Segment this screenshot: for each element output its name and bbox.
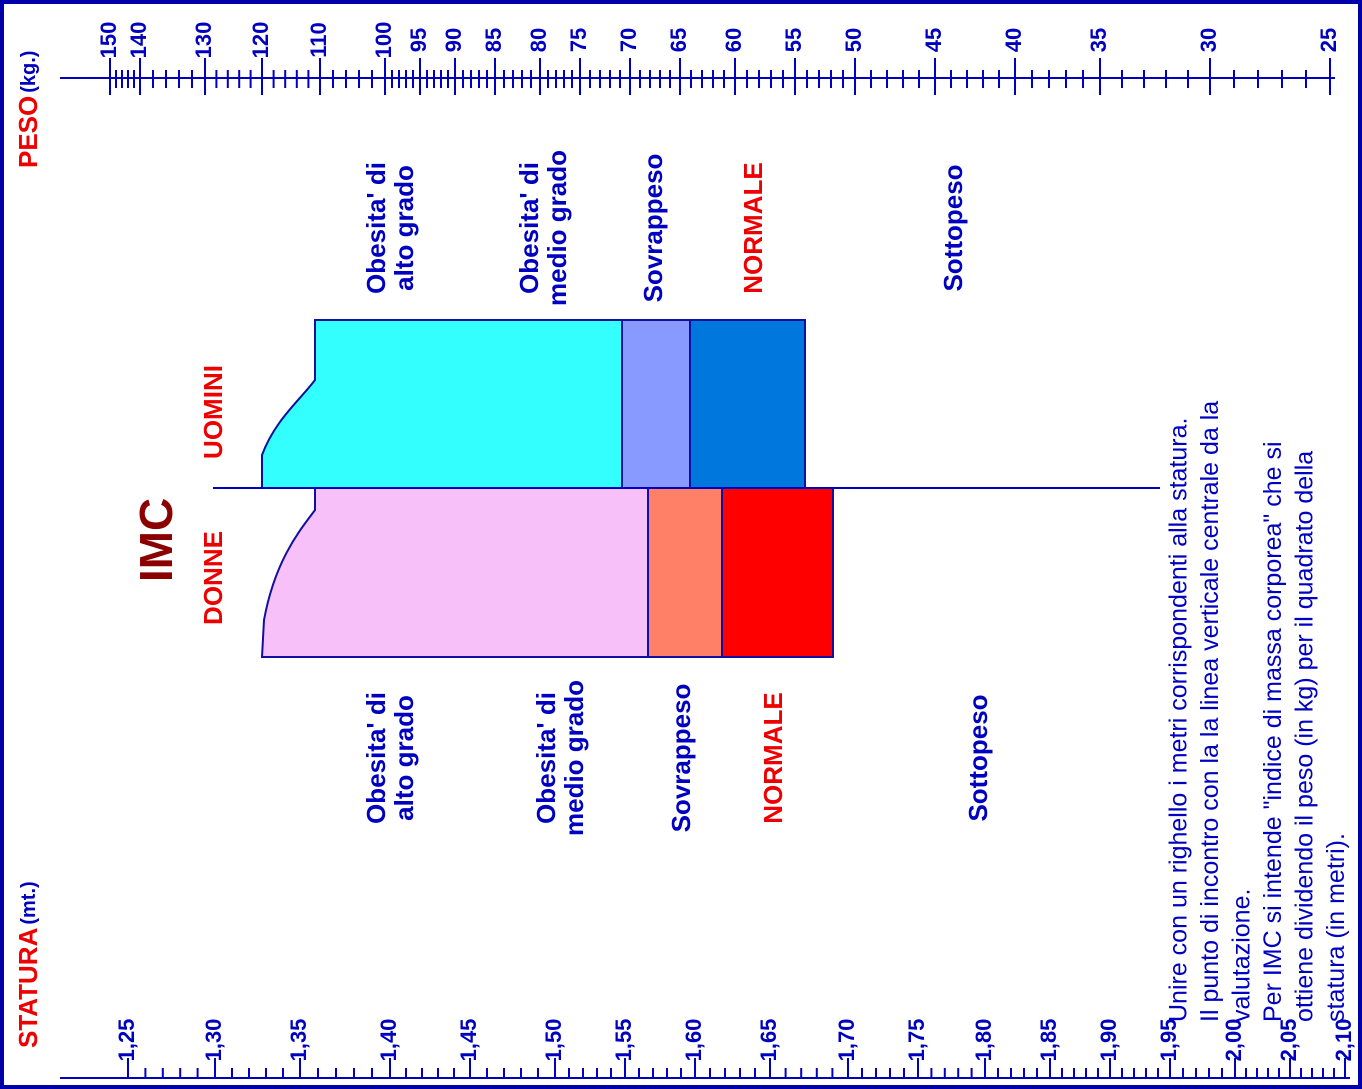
zone-label: Obesita' di (361, 692, 391, 824)
weight-tick-label: 30 (1196, 28, 1221, 52)
instruction-line: statura (in metri). (1322, 833, 1350, 1022)
zone-label: alto grado (389, 695, 419, 821)
instruction-line: valutazione. (1228, 889, 1256, 1022)
height-tick-label: 1,45 (456, 1019, 481, 1062)
height-tick-label: 1,75 (904, 1019, 929, 1062)
weight-tick-label: 150 (96, 22, 121, 59)
height-title: STATURA (mt.) (13, 881, 43, 1048)
weight-tick-label: 110 (306, 22, 331, 58)
weight-tick-label: 95 (406, 28, 431, 52)
weight-tick-label: 45 (921, 28, 946, 52)
height-tick-label: 1,30 (201, 1019, 226, 1062)
height-tick-label: 1,50 (541, 1019, 566, 1062)
height-tick-label: 1,85 (1036, 1019, 1061, 1062)
instruction-line: ottiene dividendo il peso (in kg) per il… (1291, 451, 1319, 1022)
zone-label: medio grado (542, 150, 572, 306)
zone-label: Obesita' di (531, 692, 561, 824)
weight-tick-label: 25 (1316, 28, 1341, 52)
zone-label: NORMALE (738, 162, 768, 293)
weight-tick-label: 90 (441, 28, 466, 52)
weight-tick-label: 80 (526, 28, 551, 52)
instruction-line: Unire con un righello i metri corrispond… (1165, 418, 1193, 1022)
weight-title-unit: (kg.) (18, 51, 40, 93)
weight-tick-label: 85 (481, 28, 506, 52)
zone-label: Obesita' di (361, 162, 391, 294)
height-tick-label: 2,10 (1331, 1019, 1356, 1062)
weight-tick-label: 75 (566, 28, 591, 52)
zone-label: Obesita' di (514, 162, 544, 294)
weight-tick-label: 100 (371, 22, 396, 59)
height-tick-label: 1,40 (376, 1019, 401, 1062)
weight-tick-label: 130 (191, 22, 216, 59)
weight-tick-label: 60 (721, 28, 746, 52)
men-label: UOMINI (198, 365, 228, 459)
zone-label: medio grado (559, 680, 589, 836)
zone-label: alto grado (389, 165, 419, 291)
height-tick-label: 1,25 (114, 1019, 139, 1062)
height-tick-label: 1,95 (1156, 1019, 1181, 1062)
height-tick-label: 1,80 (971, 1019, 996, 1062)
women-overweight (647, 487, 723, 658)
height-tick-label: 1,35 (286, 1019, 311, 1062)
weight-tick-label: 65 (666, 28, 691, 52)
weight-tick-label: 50 (841, 28, 866, 52)
men-normal (689, 319, 806, 489)
weight-tick-label: 55 (781, 28, 806, 52)
height-tick-label: 1,70 (834, 1019, 859, 1062)
women-label: DONNE (198, 531, 228, 625)
height-tick-label: 1,65 (756, 1019, 781, 1062)
weight-title: PESO (kg.) (13, 51, 43, 168)
zone-label: Sottopeso (938, 164, 968, 291)
women-normal (721, 487, 834, 658)
men-overweight (621, 319, 691, 489)
women-high-obesity (260, 487, 649, 658)
height-title-main: STATURA (13, 927, 43, 1048)
instruction-line: Per IMC si intende "indice di massa corp… (1259, 441, 1287, 1022)
height-tick-label: 2,05 (1276, 1019, 1301, 1062)
zone-label: Sottopeso (963, 694, 993, 821)
height-tick-label: 1,55 (611, 1019, 636, 1062)
weight-tick-label: 40 (1001, 28, 1026, 52)
weight-tick-label: 35 (1086, 28, 1111, 52)
men-high-obesity (261, 319, 623, 489)
weight-tick-label: 120 (248, 22, 273, 59)
height-tick-label: 1,60 (681, 1019, 706, 1062)
zone-label: Sovrappeso (638, 154, 668, 303)
height-tick-label: 2,00 (1221, 1019, 1246, 1062)
weight-title-main: PESO (13, 96, 43, 168)
instruction-line: Il punto di incontro con la la linea ver… (1196, 401, 1224, 1022)
height-tick-label: 1,90 (1096, 1019, 1121, 1062)
weight-tick-label: 140 (126, 22, 151, 59)
zone-label: NORMALE (758, 692, 788, 823)
height-title-unit: (mt.) (18, 881, 40, 924)
zone-label: Sovrappeso (666, 684, 696, 833)
weight-tick-label: 70 (616, 28, 641, 52)
imc-title: IMC (130, 498, 182, 582)
